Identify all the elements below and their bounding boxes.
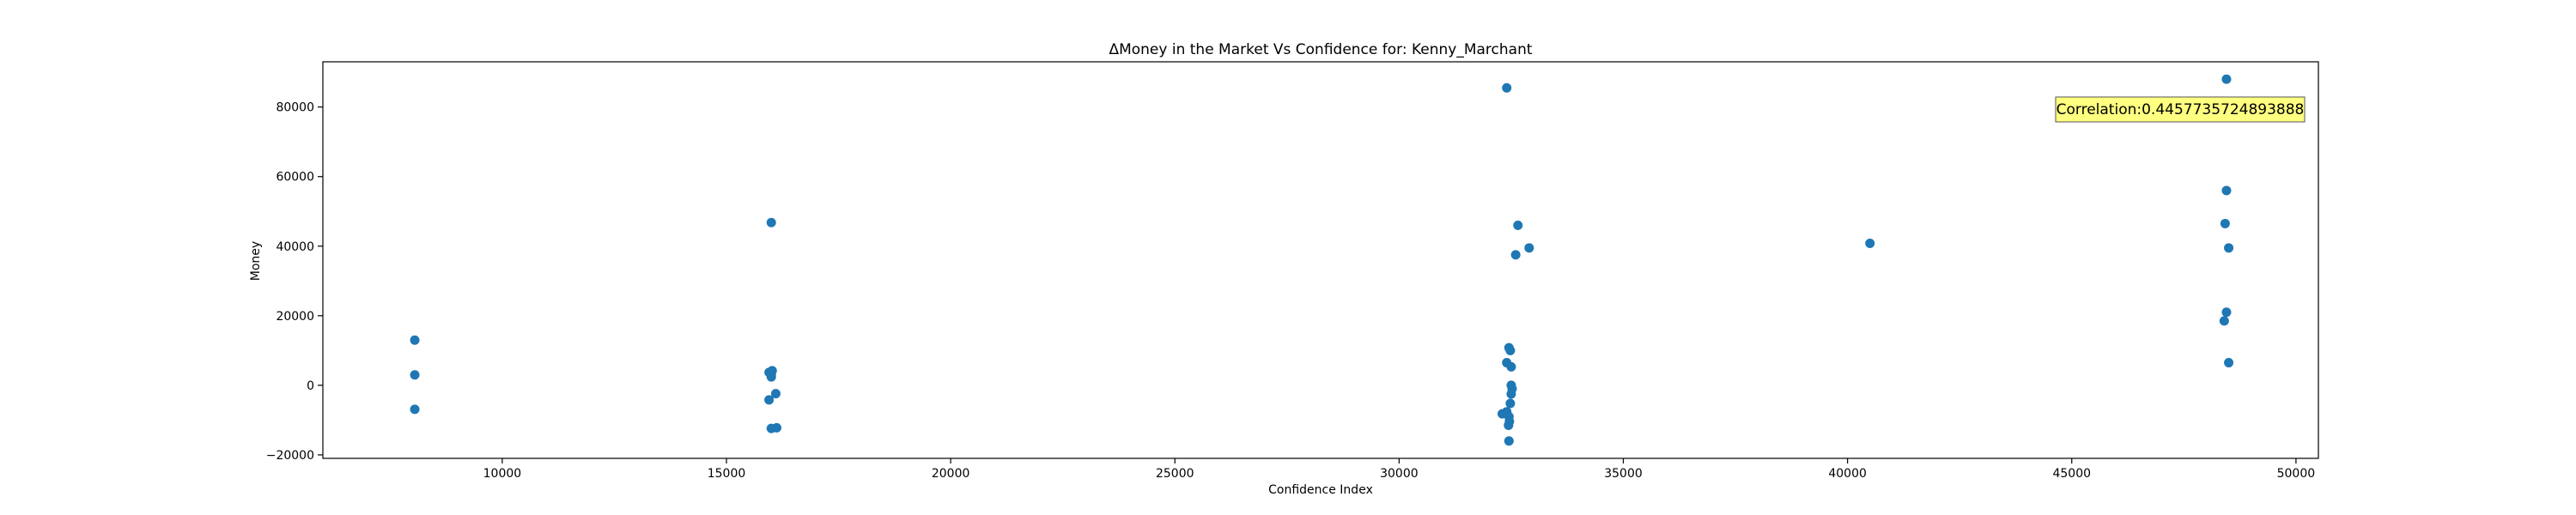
data-point	[1505, 398, 1516, 409]
data-point	[1513, 220, 1523, 230]
data-point	[2219, 316, 2229, 326]
data-point	[2224, 243, 2234, 253]
data-point	[1524, 243, 1534, 253]
x-tick-label: 10000	[483, 467, 522, 481]
y-tick-label: 60000	[276, 171, 314, 185]
data-point	[772, 422, 782, 433]
data-points	[410, 74, 2234, 446]
x-axis-ticks: 10000 15000 20000 25000 30000 35000 40000 45000…	[483, 458, 2316, 481]
data-point	[2221, 74, 2232, 84]
y-axis-label: Money	[249, 241, 263, 281]
data-point	[770, 389, 781, 399]
chart-title: ΔMoney in the Market Vs Confidence for: …	[1109, 41, 1532, 58]
x-tick-label: 40000	[1828, 467, 1867, 481]
x-tick-label: 50000	[2277, 467, 2316, 481]
data-point	[1505, 345, 1516, 355]
x-tick-label: 20000	[932, 467, 970, 481]
y-tick-label: −20000	[266, 449, 314, 463]
x-tick-label: 25000	[1156, 467, 1194, 481]
y-tick-label: 80000	[276, 101, 314, 115]
x-tick-label: 35000	[1604, 467, 1643, 481]
data-point	[2221, 307, 2232, 318]
x-tick-label: 30000	[1380, 467, 1419, 481]
data-point	[766, 217, 776, 227]
data-point	[1865, 239, 1875, 249]
y-tick-label: 40000	[276, 240, 314, 254]
x-axis-label: Confidence Index	[1268, 483, 1373, 497]
x-tick-label: 15000	[708, 467, 746, 481]
data-point	[1504, 421, 1514, 430]
data-point	[410, 370, 420, 380]
data-point	[1510, 250, 1521, 260]
data-point	[1506, 389, 1516, 399]
y-tick-label: 0	[307, 379, 314, 393]
data-point	[2221, 185, 2232, 196]
correlation-box	[2055, 96, 2306, 123]
y-tick-label: 20000	[276, 310, 314, 324]
data-point	[410, 335, 420, 345]
data-point	[1502, 82, 1512, 93]
x-tick-label: 45000	[2052, 467, 2091, 481]
data-point	[1504, 436, 1514, 446]
y-axis-ticks: −20000 0 20000 40000 60000 80000	[266, 101, 323, 463]
data-point	[2220, 218, 2230, 228]
data-point	[1506, 361, 1516, 372]
data-point	[764, 395, 775, 405]
plot-area	[322, 61, 2319, 459]
data-point	[410, 404, 420, 415]
data-point	[766, 372, 776, 382]
data-point	[2224, 358, 2234, 368]
correlation-text: Correlation:0.4457735724893888	[2057, 101, 2305, 118]
correlation-annotation: Correlation:0.4457735724893888	[2055, 96, 2306, 123]
